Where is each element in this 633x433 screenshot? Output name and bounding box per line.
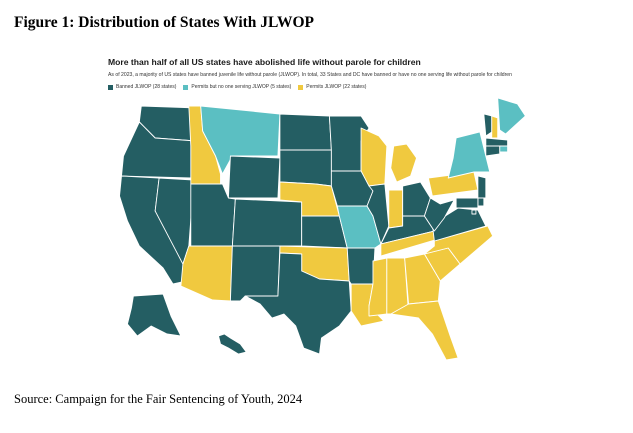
state-ri bbox=[499, 145, 509, 153]
legend-label-banned: Banned JLWOP (28 states) bbox=[116, 84, 177, 90]
chart-subtitle: As of 2023, a majority of US states have… bbox=[108, 72, 512, 78]
legend-item-permits: Permits JLWOP (22 states) bbox=[298, 84, 366, 90]
state-ct bbox=[485, 145, 501, 157]
state-sd bbox=[279, 149, 332, 187]
state-me bbox=[497, 97, 526, 135]
state-wv bbox=[423, 197, 455, 232]
state-mi bbox=[390, 143, 417, 183]
state-ma bbox=[485, 137, 509, 147]
legend-swatch-banned bbox=[108, 84, 113, 90]
state-ak bbox=[126, 293, 182, 337]
us-states-map bbox=[119, 97, 526, 361]
legend-swatch-permits bbox=[298, 84, 304, 90]
state-fl bbox=[390, 300, 459, 361]
legend-swatch-no-one-serving bbox=[183, 84, 189, 90]
figure-title: Figure 1: Distribution of States With JL… bbox=[14, 14, 314, 31]
state-wi bbox=[360, 127, 388, 187]
state-vt bbox=[483, 113, 493, 137]
state-de bbox=[477, 197, 485, 207]
legend: Banned JLWOP (28 states) Permits but no … bbox=[108, 84, 366, 90]
state-hi bbox=[218, 333, 247, 355]
state-az bbox=[180, 245, 233, 302]
state-nm bbox=[229, 245, 281, 302]
chart-title: More than half of all US states have abo… bbox=[108, 57, 421, 67]
state-va bbox=[431, 207, 487, 242]
state-co bbox=[231, 198, 303, 247]
state-ar bbox=[346, 247, 376, 285]
state-ny bbox=[447, 131, 491, 179]
state-in bbox=[388, 189, 404, 229]
legend-label-no-one-serving: Permits but no one serving JLWOP (5 stat… bbox=[191, 84, 292, 90]
state-dc bbox=[471, 209, 477, 215]
source-note: Source: Campaign for the Fair Sentencing… bbox=[14, 392, 303, 406]
state-nh bbox=[491, 115, 499, 139]
state-nc bbox=[423, 225, 494, 265]
state-nj bbox=[477, 175, 487, 199]
state-il bbox=[366, 183, 390, 245]
state-nd bbox=[279, 113, 332, 151]
legend-item-banned: Banned JLWOP (28 states) bbox=[108, 84, 176, 90]
legend-item-no-one-serving: Permits but no one serving JLWOP (5 stat… bbox=[183, 84, 291, 90]
state-tx bbox=[244, 252, 352, 355]
state-wy bbox=[227, 155, 281, 199]
legend-label-permits: Permits JLWOP (22 states) bbox=[306, 84, 367, 90]
state-md bbox=[455, 197, 479, 209]
